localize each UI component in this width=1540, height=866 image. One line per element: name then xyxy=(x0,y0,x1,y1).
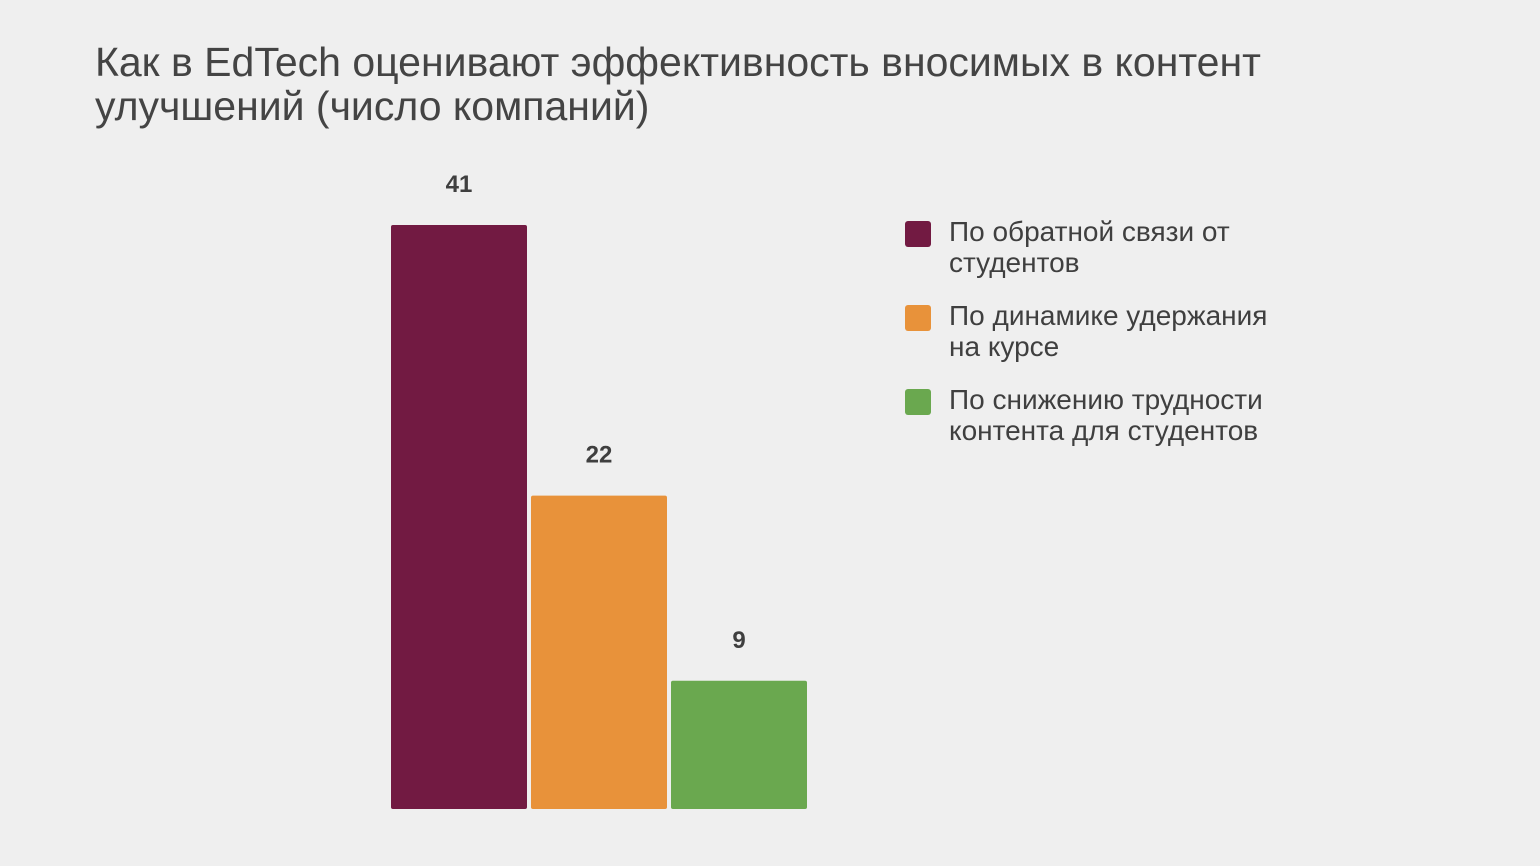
legend-label-retention: По динамике удержания на курсе xyxy=(949,300,1268,362)
chart-legend: По обратной связи от студентов По динами… xyxy=(905,216,1285,468)
legend-swatch-retention xyxy=(905,305,931,331)
legend-item-feedback: По обратной связи от студентов xyxy=(905,216,1285,278)
legend-label-difficulty: По снижению трудности контента для студе… xyxy=(949,384,1263,446)
legend-item-retention: По динамике удержания на курсе xyxy=(905,300,1285,362)
bar-value-label-feedback: 41 xyxy=(446,171,473,198)
legend-item-difficulty: По снижению трудности контента для студе… xyxy=(905,384,1285,446)
bar-retention xyxy=(531,495,667,809)
legend-label-feedback: По обратной связи от студентов xyxy=(949,216,1230,278)
bar-difficulty xyxy=(671,680,807,809)
bar-value-label-retention: 22 xyxy=(586,442,613,469)
bar-value-label-difficulty: 9 xyxy=(732,627,745,654)
chart-title: Как в EdTech оценивают эффективность вно… xyxy=(95,39,1261,129)
bar-feedback xyxy=(391,225,527,809)
legend-swatch-difficulty xyxy=(905,389,931,415)
legend-swatch-feedback xyxy=(905,221,931,247)
